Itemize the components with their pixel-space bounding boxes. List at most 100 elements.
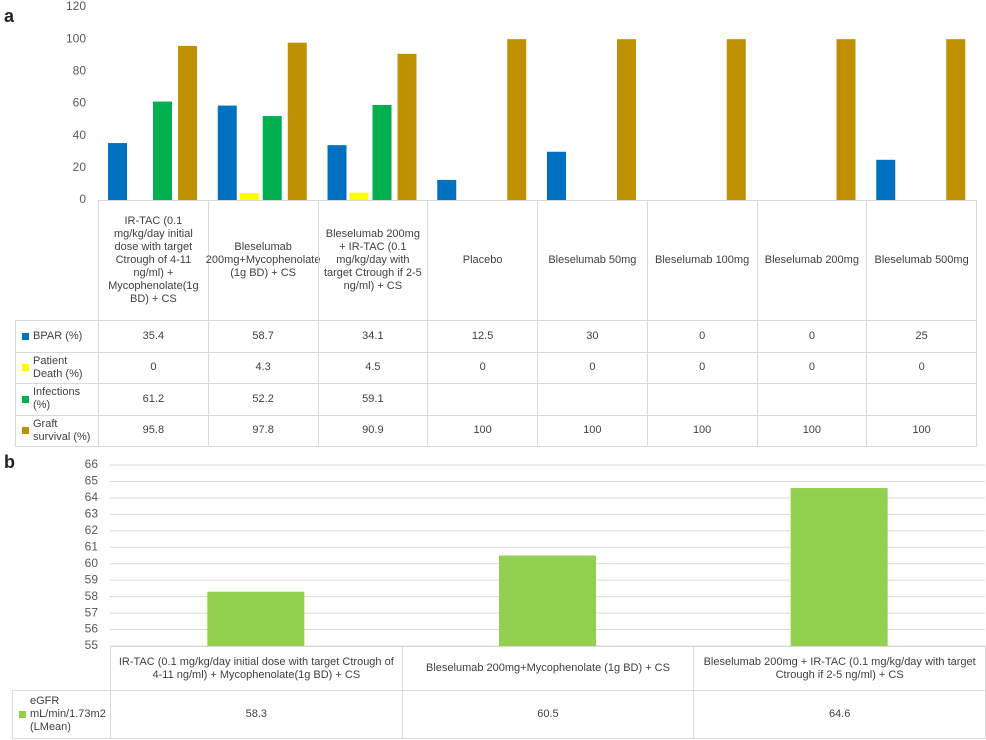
table-value: 0 xyxy=(646,320,758,353)
category-label: Bleselumab 200mg + IR-TAC (0.1 mg/kg/day… xyxy=(693,646,986,691)
legend-entry: Infections (%) xyxy=(15,383,99,416)
legend-entry: eGFR mL/min/1.73m2 (LMean) xyxy=(12,690,111,739)
category-label: Bleselumab 200mg+Mycophenolate (1g BD) +… xyxy=(401,646,695,691)
bar xyxy=(239,193,259,200)
legend-label: Infections (%) xyxy=(33,386,81,412)
y-tick-label: 66 xyxy=(85,457,99,471)
y-tick-label: 20 xyxy=(73,160,87,174)
y-tick-label: 55 xyxy=(85,638,99,652)
y-tick-label: 80 xyxy=(73,64,87,78)
panel-label: a xyxy=(4,6,15,26)
legend-swatch xyxy=(22,427,29,435)
legend-swatch xyxy=(19,711,26,718)
bar xyxy=(836,39,856,200)
bar xyxy=(437,179,457,200)
table-value: 0 xyxy=(866,351,977,384)
y-tick-label: 40 xyxy=(73,128,87,142)
table-value: 0 xyxy=(756,351,868,384)
bar xyxy=(547,151,566,200)
bar xyxy=(207,591,305,646)
bar xyxy=(153,101,172,200)
legend-label: eGFR mL/min/1.73m2 (LMean) xyxy=(30,695,106,733)
table-value: 4.5 xyxy=(317,351,429,384)
table-value xyxy=(646,383,758,416)
legend-swatch xyxy=(22,364,29,372)
bar xyxy=(617,39,636,200)
bar xyxy=(262,116,282,200)
category-label: Bleselumab 500mg xyxy=(866,200,977,321)
table-value: 58.3 xyxy=(110,690,403,739)
y-tick-label: 60 xyxy=(73,96,87,110)
table-value xyxy=(866,383,977,416)
table-value: 100 xyxy=(537,414,648,447)
bar xyxy=(946,39,966,200)
y-tick-label: 62 xyxy=(85,523,99,537)
bar xyxy=(349,192,369,200)
table-value: 100 xyxy=(427,414,538,447)
category-label: Bleselumab 200mg xyxy=(756,200,868,321)
table-value: 60.5 xyxy=(401,690,695,739)
y-tick-label: 56 xyxy=(85,622,99,636)
y-tick-label: 58 xyxy=(85,589,99,603)
table-value: 4.3 xyxy=(207,351,319,384)
y-tick-label: 64 xyxy=(85,490,99,504)
table-value xyxy=(537,383,648,416)
bar xyxy=(397,53,417,200)
table-value: 34.1 xyxy=(317,320,429,353)
table-value: 95.8 xyxy=(98,414,209,447)
bar xyxy=(372,104,392,200)
legend-label: BPAR (%) xyxy=(33,329,83,342)
table-value: 0 xyxy=(427,351,538,384)
y-tick-label: 59 xyxy=(85,572,99,586)
category-label: IR-TAC (0.1 mg/kg/day initial dose with … xyxy=(98,200,209,321)
bar xyxy=(726,39,746,200)
category-label: Bleselumab 100mg xyxy=(646,200,758,321)
table-value: 25 xyxy=(866,320,977,353)
bar xyxy=(507,39,527,200)
category-label: Placebo xyxy=(427,200,538,321)
legend-label: Graft survival (%) xyxy=(33,417,91,443)
table-value: 61.2 xyxy=(98,383,209,416)
table-value: 52.2 xyxy=(207,383,319,416)
table-value: 97.8 xyxy=(207,414,319,447)
bar xyxy=(790,488,888,646)
table-value: 90.9 xyxy=(317,414,429,447)
y-tick-label: 65 xyxy=(85,474,99,488)
bar xyxy=(287,42,307,200)
category-label: Bleselumab 50mg xyxy=(537,200,648,321)
bar xyxy=(876,159,896,200)
table-value: 64.6 xyxy=(693,690,986,739)
category-label: IR-TAC (0.1 mg/kg/day initial dose with … xyxy=(110,646,403,691)
table-value: 12.5 xyxy=(427,320,538,353)
y-tick-label: 63 xyxy=(85,507,99,521)
legend-entry: Graft survival (%) xyxy=(15,414,99,447)
table-value: 100 xyxy=(866,414,977,447)
table-value: 0 xyxy=(98,351,209,384)
table-value: 100 xyxy=(756,414,868,447)
table-value: 0 xyxy=(756,320,868,353)
y-tick-label: 61 xyxy=(85,539,99,553)
bar xyxy=(327,145,347,200)
legend-entry: Patient Death (%) xyxy=(15,351,99,384)
panel-label: b xyxy=(4,452,15,472)
legend-swatch xyxy=(22,332,29,340)
y-tick-label: 100 xyxy=(66,31,86,45)
table-value: 59.1 xyxy=(317,383,429,416)
bar xyxy=(178,45,197,201)
y-tick-label: 60 xyxy=(85,556,99,570)
y-tick-label: 120 xyxy=(66,0,86,13)
y-tick-label: 57 xyxy=(85,605,99,619)
legend-entry: BPAR (%) xyxy=(15,320,99,353)
legend-label: Patient Death (%) xyxy=(33,354,83,380)
table-value xyxy=(756,383,868,416)
table-value: 0 xyxy=(537,351,648,384)
table-value: 58.7 xyxy=(207,320,319,353)
table-value xyxy=(427,383,538,416)
table-value: 30 xyxy=(537,320,648,353)
bar xyxy=(217,105,237,200)
y-tick-label: 0 xyxy=(79,192,86,206)
legend-swatch xyxy=(22,395,29,403)
category-label: Bleselumab 200mg+Mycophenolate (1g BD) +… xyxy=(206,200,320,321)
table-value: 35.4 xyxy=(98,320,209,353)
